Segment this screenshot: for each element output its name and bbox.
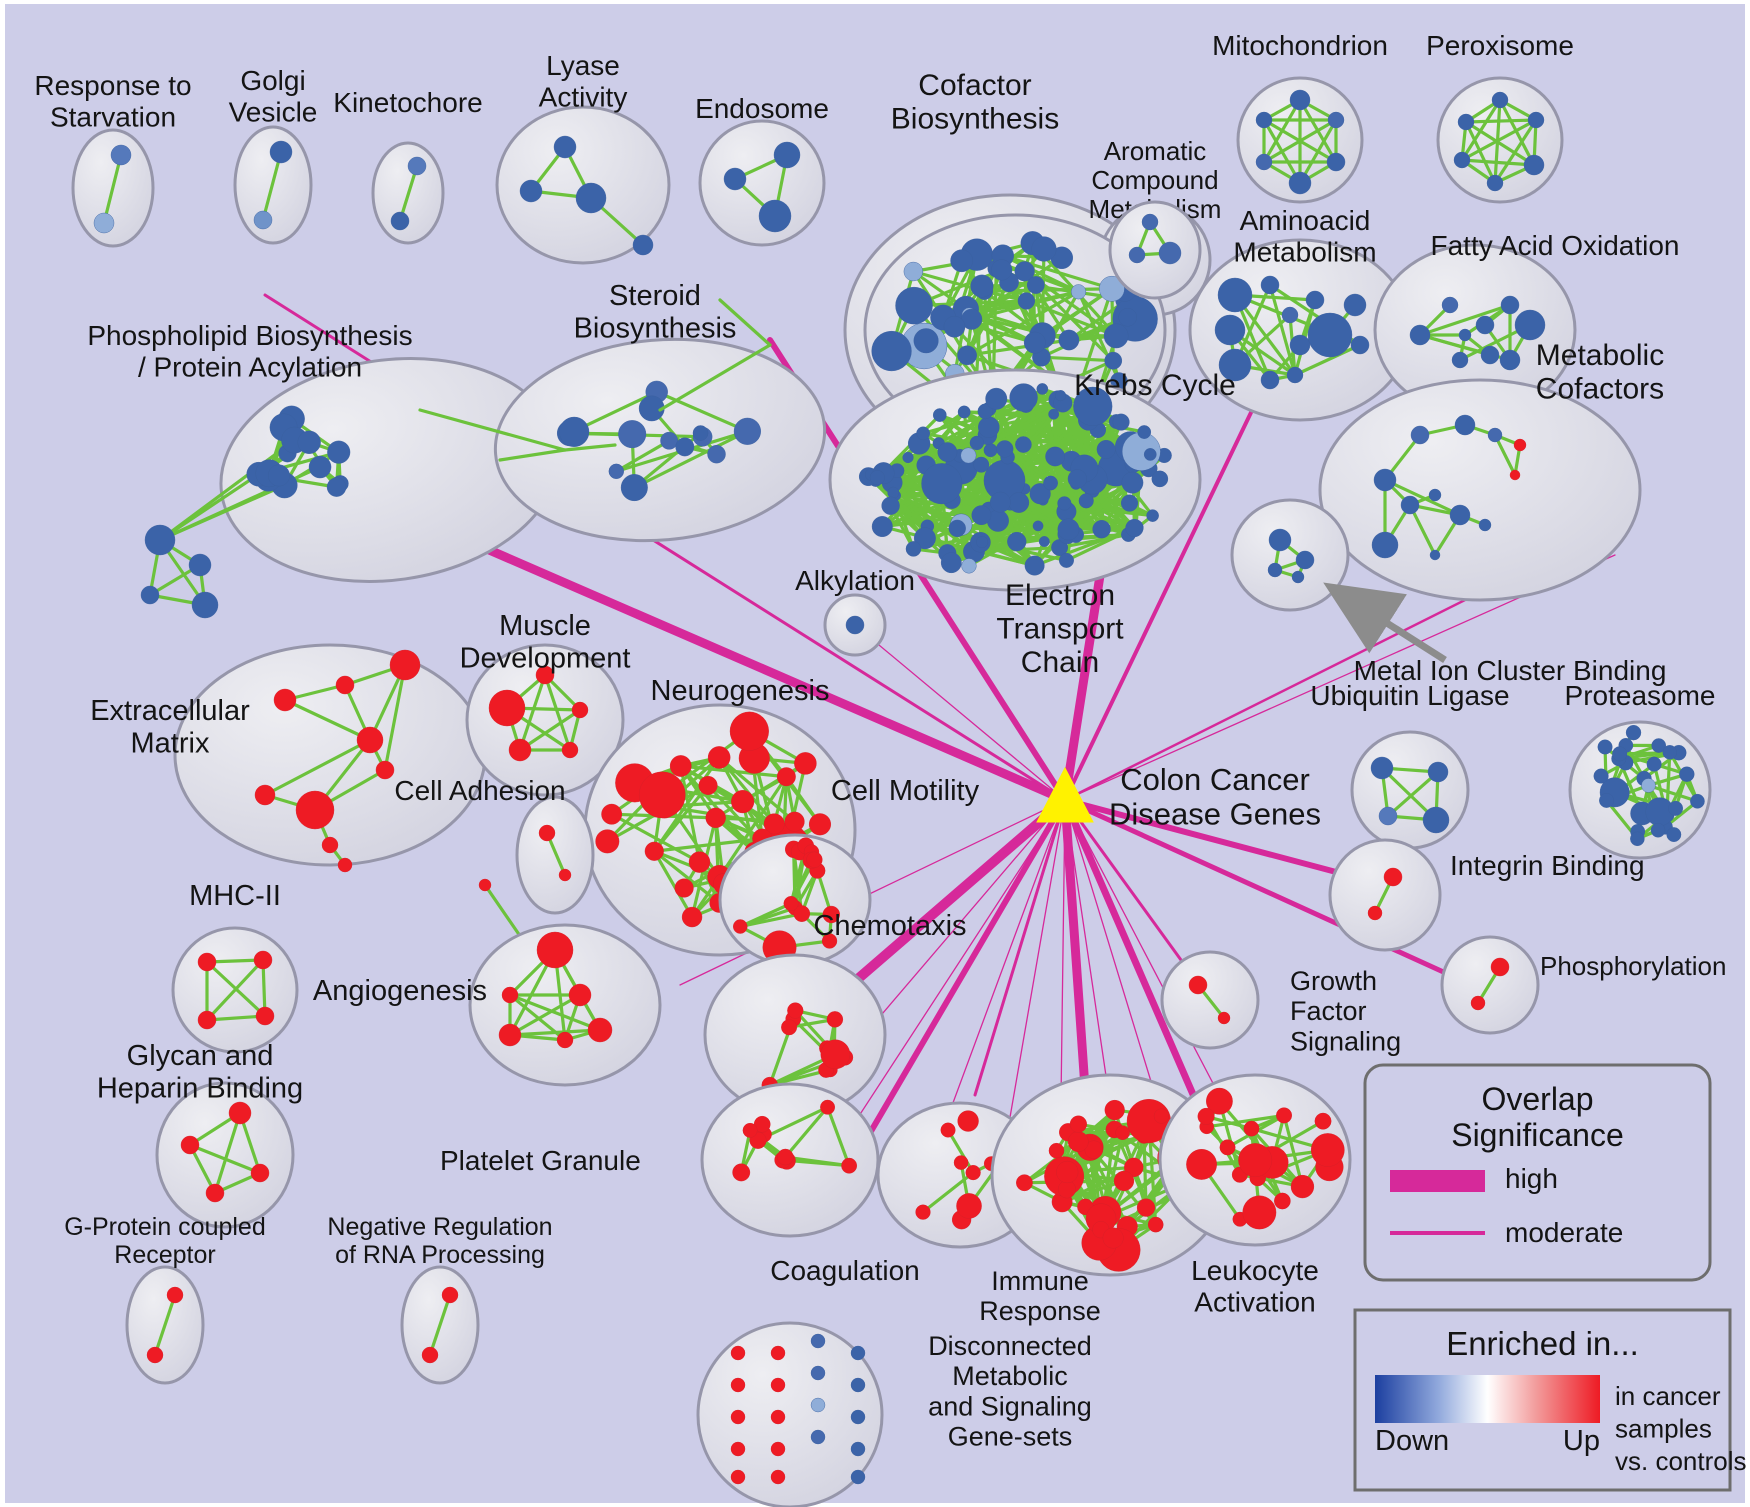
svg-text:and Signaling: and Signaling [928, 1392, 1092, 1422]
svg-text:Transport: Transport [996, 613, 1124, 646]
svg-text:Matrix: Matrix [131, 728, 210, 760]
svg-text:of RNA Processing: of RNA Processing [335, 1241, 545, 1269]
svg-text:Metabolism: Metabolism [1233, 236, 1376, 267]
svg-text:Chemotaxis: Chemotaxis [813, 910, 966, 942]
svg-text:Gene-sets: Gene-sets [948, 1422, 1073, 1452]
svg-text:Cell Motility: Cell Motility [831, 775, 980, 807]
svg-text:Negative Regulation: Negative Regulation [327, 1213, 552, 1241]
svg-text:Development: Development [460, 643, 631, 675]
svg-text:Enriched in...: Enriched in... [1446, 1325, 1639, 1362]
svg-text:Fatty Acid Oxidation: Fatty Acid Oxidation [1430, 230, 1679, 261]
svg-text:Mitochondrion: Mitochondrion [1212, 30, 1388, 61]
svg-text:Starvation: Starvation [50, 101, 176, 132]
svg-text:Platelet Granule: Platelet Granule [440, 1145, 641, 1176]
svg-text:Growth: Growth [1290, 966, 1377, 996]
svg-text:Endosome: Endosome [695, 93, 829, 124]
svg-text:Cofactors: Cofactors [1536, 373, 1664, 406]
svg-text:Neurogenesis: Neurogenesis [651, 675, 830, 707]
svg-text:Disease Genes: Disease Genes [1109, 797, 1321, 832]
svg-text:Lyase: Lyase [546, 50, 620, 81]
svg-text:Phosphorylation: Phosphorylation [1540, 951, 1726, 981]
svg-text:Kinetochore: Kinetochore [333, 87, 482, 118]
svg-text:Biosynthesis: Biosynthesis [574, 313, 737, 345]
svg-text:Coagulation: Coagulation [770, 1255, 919, 1286]
svg-text:in cancer: in cancer [1615, 1381, 1721, 1411]
svg-text:Aromatic: Aromatic [1104, 136, 1207, 166]
svg-text:Vesicle: Vesicle [229, 96, 318, 127]
svg-text:Glycan and: Glycan and [127, 1040, 274, 1072]
svg-text:Significance: Significance [1451, 1117, 1624, 1153]
svg-text:Chain: Chain [1021, 646, 1099, 679]
svg-text:Metabolic: Metabolic [1536, 339, 1664, 372]
svg-text:Extracellular: Extracellular [90, 695, 250, 727]
svg-text:Activity: Activity [539, 81, 628, 112]
svg-text:Up: Up [1563, 1425, 1600, 1457]
svg-text:Phospholipid Biosynthesis: Phospholipid Biosynthesis [87, 320, 412, 351]
svg-text:samples: samples [1615, 1414, 1712, 1444]
svg-text:Signaling: Signaling [1290, 1027, 1401, 1057]
svg-text:Compound: Compound [1091, 165, 1218, 195]
svg-text:Activation: Activation [1194, 1286, 1315, 1317]
svg-text:Cofactor: Cofactor [918, 69, 1031, 102]
svg-text:moderate: moderate [1505, 1217, 1623, 1248]
svg-text:Krebs Cycle: Krebs Cycle [1074, 369, 1236, 402]
svg-text:Response to: Response to [34, 70, 191, 101]
svg-text:Heparin Binding: Heparin Binding [97, 1073, 303, 1105]
svg-text:Biosynthesis: Biosynthesis [891, 103, 1059, 136]
svg-text:Ubiquitin Ligase: Ubiquitin Ligase [1310, 680, 1509, 711]
svg-text:/ Protein Acylation: / Protein Acylation [138, 351, 362, 382]
svg-text:Overlap: Overlap [1481, 1081, 1593, 1117]
svg-text:Receptor: Receptor [114, 1241, 215, 1269]
svg-text:MHC-II: MHC-II [189, 880, 281, 912]
svg-text:Cell Adhesion: Cell Adhesion [394, 775, 565, 806]
svg-text:Peroxisome: Peroxisome [1426, 30, 1574, 61]
svg-text:Integrin Binding: Integrin Binding [1450, 850, 1645, 881]
svg-text:Alkylation: Alkylation [795, 565, 915, 596]
svg-text:Response: Response [979, 1296, 1101, 1326]
svg-text:Factor: Factor [1290, 996, 1367, 1026]
svg-text:high: high [1505, 1163, 1558, 1194]
svg-text:Metabolic: Metabolic [952, 1361, 1068, 1391]
svg-text:Immune: Immune [991, 1266, 1089, 1296]
svg-text:Angiogenesis: Angiogenesis [313, 975, 487, 1007]
svg-text:vs. controls: vs. controls [1615, 1446, 1747, 1476]
svg-text:Steroid: Steroid [609, 280, 701, 312]
svg-text:Electron: Electron [1005, 579, 1115, 612]
svg-text:Golgi: Golgi [240, 65, 305, 96]
svg-text:Proteasome: Proteasome [1565, 680, 1716, 711]
svg-text:Muscle: Muscle [499, 610, 591, 642]
svg-text:Disconnected: Disconnected [928, 1331, 1092, 1361]
svg-text:Down: Down [1375, 1425, 1449, 1457]
svg-text:Colon Cancer: Colon Cancer [1120, 762, 1310, 797]
svg-text:G-Protein coupled: G-Protein coupled [64, 1213, 266, 1241]
svg-text:Leukocyte: Leukocyte [1191, 1255, 1319, 1286]
svg-text:Aminoacid: Aminoacid [1240, 205, 1371, 236]
